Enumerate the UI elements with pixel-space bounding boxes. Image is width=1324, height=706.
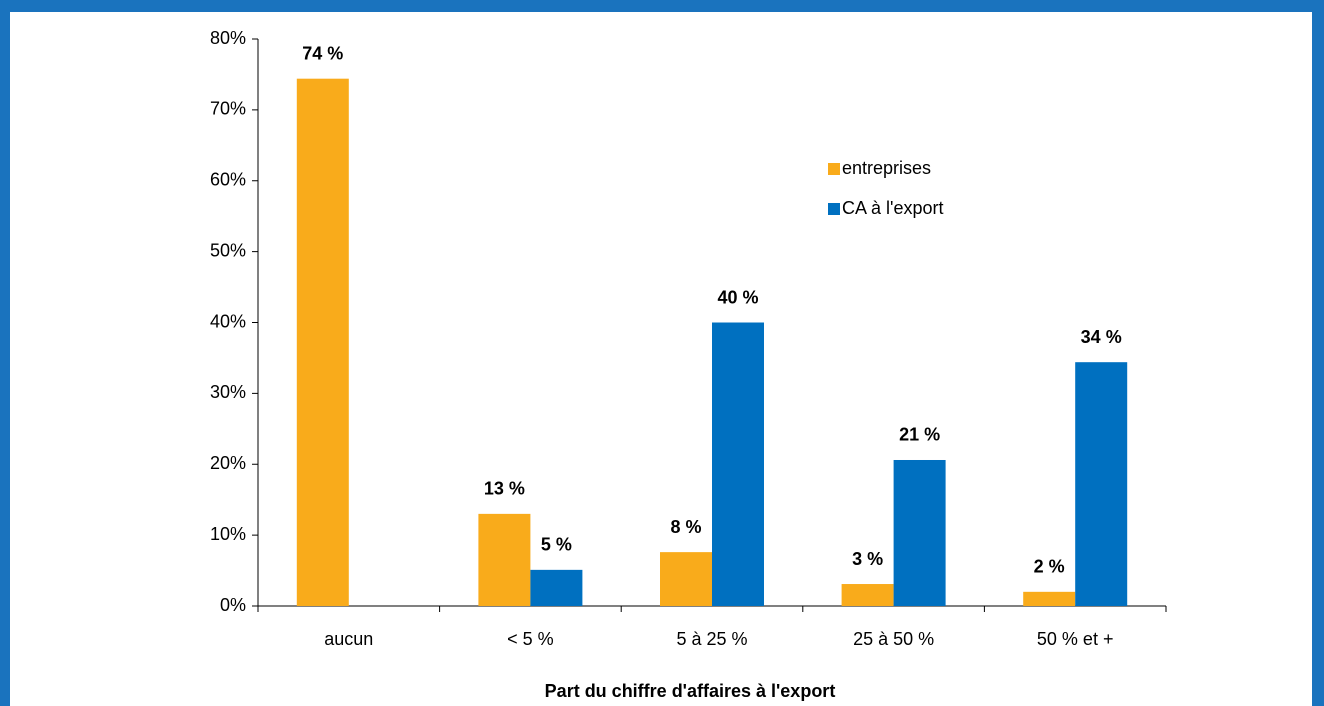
value-label: 40 % bbox=[717, 287, 758, 307]
y-tick-label: 0% bbox=[220, 595, 246, 615]
legend-swatch bbox=[828, 163, 840, 175]
bar bbox=[712, 322, 764, 606]
value-label: 21 % bbox=[899, 425, 940, 445]
bar bbox=[660, 552, 712, 606]
value-label: 13 % bbox=[484, 479, 525, 499]
x-tick-label: 5 à 25 % bbox=[676, 629, 747, 649]
legend-swatch bbox=[828, 203, 840, 215]
y-tick-label: 10% bbox=[210, 524, 246, 544]
y-tick-label: 20% bbox=[210, 453, 246, 473]
value-label: 3 % bbox=[852, 549, 883, 569]
y-tick-label: 30% bbox=[210, 382, 246, 402]
y-tick-label: 40% bbox=[210, 311, 246, 331]
legend-label: entreprises bbox=[842, 158, 931, 178]
x-tick-label: < 5 % bbox=[507, 629, 554, 649]
x-axis-title: Part du chiffre d'affaires à l'export bbox=[545, 681, 836, 701]
x-tick-label: aucun bbox=[324, 629, 373, 649]
bar bbox=[530, 569, 583, 606]
left-border bbox=[0, 0, 10, 706]
bar bbox=[893, 459, 946, 606]
top-bar bbox=[0, 0, 1324, 12]
x-tick-label: 50 % et + bbox=[1037, 629, 1114, 649]
right-border bbox=[1312, 0, 1324, 706]
y-tick-label: 70% bbox=[210, 99, 246, 119]
value-label: 2 % bbox=[1034, 557, 1065, 577]
bar bbox=[841, 584, 894, 606]
value-label: 74 % bbox=[302, 43, 343, 63]
legend-label: CA à l'export bbox=[842, 198, 944, 218]
bar bbox=[478, 513, 531, 606]
value-label: 5 % bbox=[541, 535, 572, 555]
y-tick-label: 50% bbox=[210, 240, 246, 260]
bar bbox=[1023, 591, 1076, 606]
value-label: 8 % bbox=[670, 517, 701, 537]
y-tick-label: 60% bbox=[210, 170, 246, 190]
y-tick-label: 80% bbox=[210, 28, 246, 48]
bar bbox=[296, 78, 349, 606]
bar bbox=[1075, 362, 1128, 606]
x-tick-label: 25 à 50 % bbox=[853, 629, 934, 649]
value-label: 34 % bbox=[1081, 327, 1122, 347]
